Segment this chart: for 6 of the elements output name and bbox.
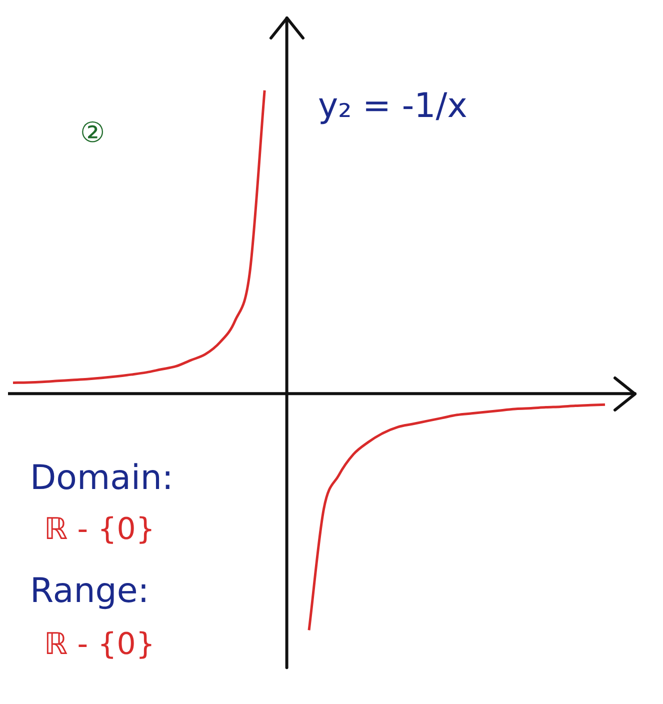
- annotation: ℝ - {0}: [44, 627, 155, 662]
- annotation: Range:: [30, 571, 150, 611]
- annotation: Domain:: [30, 458, 174, 498]
- annotation: y₂ = -1/x: [318, 86, 468, 126]
- annotation: ℝ - {0}: [44, 512, 155, 547]
- annotation: ②: [80, 116, 106, 149]
